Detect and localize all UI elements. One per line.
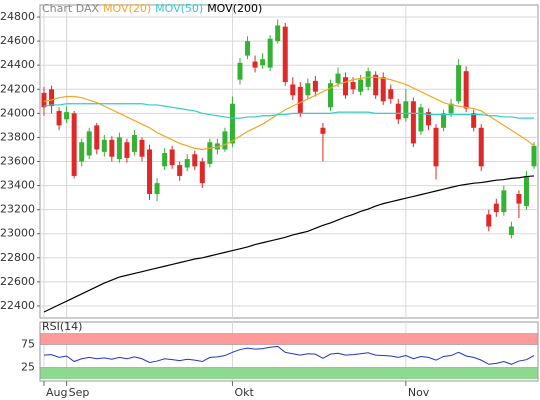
candle-body xyxy=(139,139,145,157)
candle-body xyxy=(486,214,492,227)
rsi-band-low xyxy=(40,367,538,379)
x-tick-label: Aug xyxy=(46,386,67,399)
candle-body xyxy=(101,139,107,152)
candle-body xyxy=(312,80,318,92)
candle-body xyxy=(523,175,529,207)
candle-body xyxy=(260,59,266,66)
candle-body xyxy=(373,74,379,96)
x-tick-label: Sep xyxy=(69,386,90,399)
x-tick-label: Okt xyxy=(234,386,254,399)
candle-body xyxy=(433,127,439,167)
candle-body xyxy=(403,101,409,119)
legend-entry: MOV(200) xyxy=(207,2,262,15)
y-tick-label: 22600 xyxy=(0,275,35,288)
candle-body xyxy=(267,38,273,68)
candle-body xyxy=(207,142,213,164)
candle-body xyxy=(229,103,235,144)
candle-body xyxy=(388,89,394,99)
y-tick-label: 23000 xyxy=(0,227,35,240)
candle-body xyxy=(508,226,514,235)
candle-body xyxy=(199,161,205,184)
y-tick-label: 24200 xyxy=(0,82,35,95)
candle-body xyxy=(531,145,537,167)
candle-body xyxy=(169,149,175,166)
y-tick-label: 75 xyxy=(21,338,35,351)
candle-body xyxy=(441,113,447,128)
legend-entry: MOV(20) xyxy=(103,2,151,15)
y-tick-label: 24400 xyxy=(0,58,35,71)
candle-body xyxy=(162,153,168,167)
rsi-line xyxy=(43,345,535,365)
candle-body xyxy=(343,77,349,96)
y-tick-label: 23800 xyxy=(0,130,35,143)
candle-body xyxy=(184,159,190,168)
moving-average-line xyxy=(43,175,535,313)
candle-body xyxy=(516,194,522,204)
candle-body xyxy=(56,110,62,126)
candle-body xyxy=(109,139,115,157)
rsi-title: RSI(14) xyxy=(42,320,82,333)
x-tick-label: Nov xyxy=(408,386,430,399)
candle-body xyxy=(64,112,70,120)
candle-body xyxy=(252,61,258,68)
candle-body xyxy=(116,137,122,160)
candle-body xyxy=(147,149,153,195)
candle-body xyxy=(94,125,100,150)
candle-body xyxy=(192,154,198,167)
candle-body xyxy=(350,82,356,90)
candle-body xyxy=(297,86,303,114)
candle-body xyxy=(282,26,288,83)
candle-body xyxy=(237,62,243,80)
candle-body xyxy=(327,83,333,108)
y-tick-label: 23600 xyxy=(0,155,35,168)
candle-body xyxy=(463,71,469,109)
y-tick-label: 24600 xyxy=(0,34,35,47)
legend-entry: MOV(50) xyxy=(155,2,203,15)
candle-body xyxy=(245,41,251,56)
candle-body xyxy=(290,84,296,96)
candle-body xyxy=(177,165,183,176)
candle-body xyxy=(49,89,55,107)
candle-body xyxy=(154,183,160,195)
candle-body xyxy=(358,79,364,92)
chart-title: Chart DAX xyxy=(42,2,100,15)
rsi-band-high xyxy=(40,333,538,345)
y-tick-label: 25 xyxy=(21,361,35,374)
y-tick-label: 22800 xyxy=(0,251,35,264)
candle-body xyxy=(501,190,507,213)
candle-body xyxy=(222,131,228,150)
candle-body xyxy=(456,65,462,102)
moving-average-line xyxy=(43,76,535,151)
candle-body xyxy=(425,112,431,126)
candle-body xyxy=(305,83,311,96)
moving-average-line xyxy=(43,103,534,119)
candle-body xyxy=(365,71,371,87)
candle-body xyxy=(493,203,499,213)
candle-body xyxy=(275,25,281,42)
candle-body xyxy=(478,127,484,167)
candle-body xyxy=(41,92,47,108)
candle-body xyxy=(448,103,454,114)
y-tick-label: 24000 xyxy=(0,106,35,119)
candle-body xyxy=(395,103,401,120)
candle-body xyxy=(124,142,130,158)
candle-body xyxy=(410,101,416,144)
candle-body xyxy=(71,113,77,176)
y-tick-label: 22400 xyxy=(0,299,35,312)
candle-body xyxy=(79,142,85,162)
candle-body xyxy=(131,135,137,152)
candle-body xyxy=(418,107,424,132)
y-tick-label: 24800 xyxy=(0,10,35,23)
y-tick-label: 23400 xyxy=(0,179,35,192)
candle-body xyxy=(380,77,386,102)
candle-body xyxy=(471,113,477,128)
candle-body xyxy=(86,131,92,156)
y-tick-label: 23200 xyxy=(0,203,35,216)
candle-body xyxy=(335,73,341,84)
candle-body xyxy=(320,127,326,134)
